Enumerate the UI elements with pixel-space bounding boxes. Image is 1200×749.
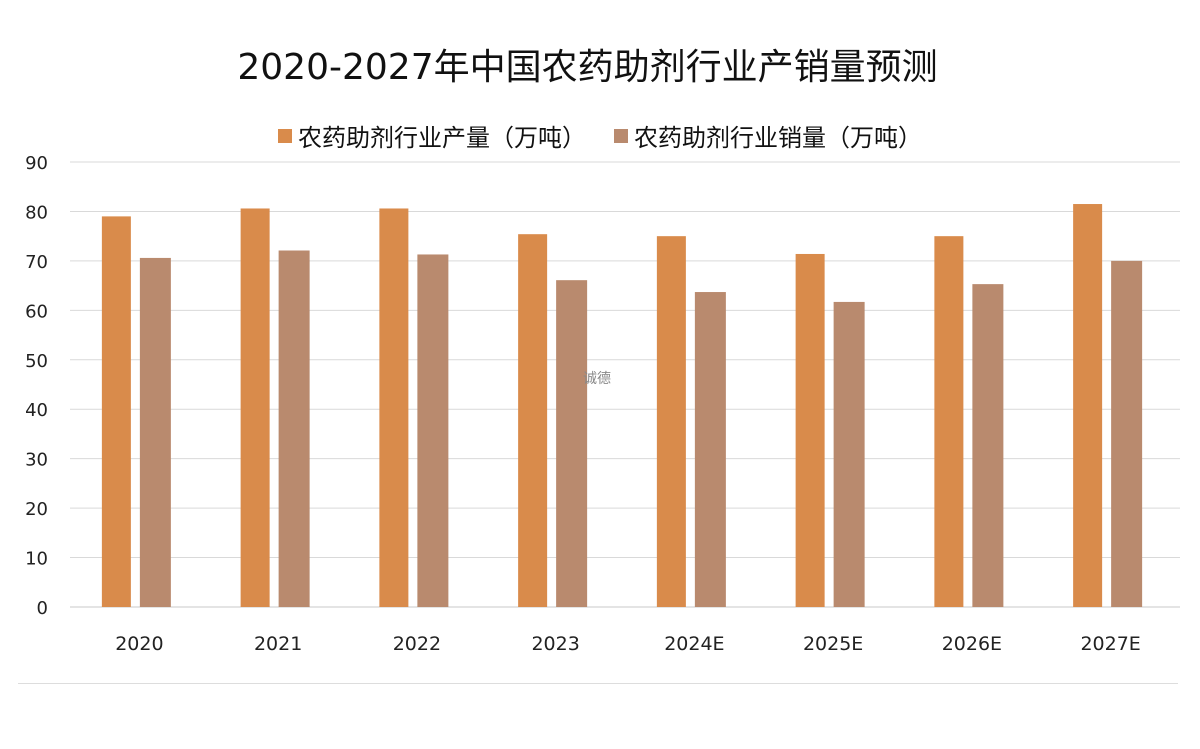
- y-tick-label: 50: [25, 351, 48, 372]
- legend-label-production: 农药助剂行业产量（万吨）: [298, 124, 586, 152]
- bar-sales: [417, 254, 449, 607]
- bar-production: [379, 208, 409, 607]
- chart-title: 2020-2027年中国农药助剂行业产销量预测: [237, 47, 938, 88]
- bar-sales: [972, 284, 1004, 607]
- x-tick-label: 2024E: [664, 633, 724, 655]
- legend-item-sales: 农药助剂行业销量（万吨）: [614, 118, 922, 153]
- x-tick-label: 2026E: [942, 633, 1002, 655]
- x-tick-label: 2021: [254, 633, 302, 655]
- bar-production: [795, 253, 825, 607]
- x-tick-label: 2027E: [1080, 633, 1140, 655]
- y-tick-label: 0: [37, 598, 48, 619]
- x-tick-label: 2023: [531, 633, 579, 655]
- legend-swatch-production: [278, 128, 292, 143]
- bar-production: [656, 236, 686, 607]
- bar-sales: [139, 257, 171, 607]
- legend: 农药助剂行业产量（万吨） 农药助剂行业销量（万吨）: [0, 118, 1200, 153]
- y-tick-label: 40: [25, 400, 48, 421]
- bar-production: [518, 234, 548, 607]
- bar-sales: [556, 280, 588, 607]
- legend-swatch-sales: [614, 128, 628, 143]
- bar-sales: [278, 250, 310, 607]
- legend-item-production: 农药助剂行业产量（万吨）: [278, 118, 586, 153]
- y-tick-label: 80: [25, 202, 48, 223]
- y-tick-label: 60: [25, 301, 48, 322]
- bar-sales: [694, 292, 726, 607]
- legend-label-sales: 农药助剂行业销量（万吨）: [634, 124, 922, 152]
- bar-sales: [833, 301, 865, 607]
- divider: [18, 683, 1178, 684]
- y-tick-label: 90: [25, 153, 48, 174]
- bar-production: [101, 216, 131, 607]
- x-tick-label: 2025E: [803, 633, 863, 655]
- x-tick-label: 2022: [393, 633, 441, 655]
- bar-production: [240, 208, 270, 607]
- watermark: 诚德: [583, 371, 611, 387]
- y-tick-label: 10: [25, 549, 48, 570]
- y-tick-label: 30: [25, 450, 48, 471]
- x-tick-label: 2020: [115, 633, 163, 655]
- bar-sales: [1111, 260, 1143, 607]
- bar-production: [1073, 204, 1103, 607]
- y-tick-label: 20: [25, 499, 48, 520]
- bar-production: [934, 236, 964, 607]
- y-tick-label: 70: [25, 252, 48, 273]
